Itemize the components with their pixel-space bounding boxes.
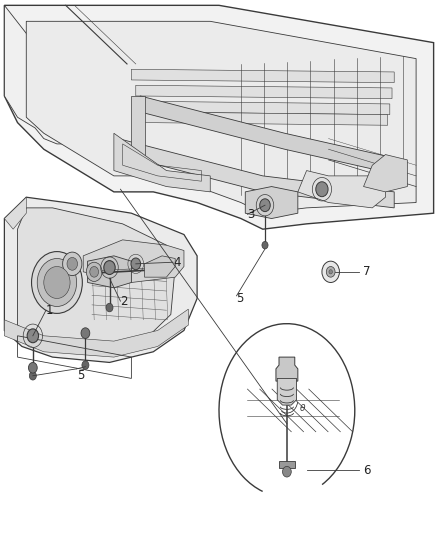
Circle shape xyxy=(322,261,339,282)
Circle shape xyxy=(283,466,291,477)
Polygon shape xyxy=(277,378,297,405)
Circle shape xyxy=(63,252,82,276)
Text: 5: 5 xyxy=(77,369,84,382)
Polygon shape xyxy=(26,21,416,213)
Text: 6: 6 xyxy=(363,464,370,477)
Polygon shape xyxy=(136,85,392,99)
Text: 7: 7 xyxy=(363,265,370,278)
Text: 5: 5 xyxy=(237,292,244,305)
Polygon shape xyxy=(4,197,197,362)
Polygon shape xyxy=(279,461,295,468)
Circle shape xyxy=(67,257,78,270)
Polygon shape xyxy=(364,155,407,192)
Polygon shape xyxy=(88,256,131,288)
Text: 2: 2 xyxy=(120,295,128,308)
Circle shape xyxy=(90,266,99,277)
Circle shape xyxy=(260,199,270,212)
Circle shape xyxy=(262,241,268,249)
Circle shape xyxy=(37,259,77,306)
Circle shape xyxy=(326,266,335,277)
Circle shape xyxy=(86,262,102,281)
Polygon shape xyxy=(4,309,188,357)
Polygon shape xyxy=(140,101,390,115)
Circle shape xyxy=(27,329,39,343)
Circle shape xyxy=(104,261,115,274)
Polygon shape xyxy=(131,69,394,83)
Polygon shape xyxy=(131,96,145,155)
Circle shape xyxy=(131,258,141,270)
Text: 3: 3 xyxy=(247,208,255,221)
Circle shape xyxy=(316,182,328,197)
Polygon shape xyxy=(4,5,434,229)
Circle shape xyxy=(329,270,332,274)
Circle shape xyxy=(28,362,37,373)
Text: 4: 4 xyxy=(173,256,180,269)
Polygon shape xyxy=(114,133,210,192)
Circle shape xyxy=(81,328,90,338)
Polygon shape xyxy=(18,208,175,346)
Polygon shape xyxy=(298,171,385,208)
Circle shape xyxy=(44,266,70,298)
Polygon shape xyxy=(145,112,388,125)
Text: $\theta$: $\theta$ xyxy=(299,402,307,413)
Circle shape xyxy=(32,252,82,313)
Circle shape xyxy=(82,361,89,369)
Polygon shape xyxy=(276,357,298,381)
Circle shape xyxy=(106,303,113,312)
Polygon shape xyxy=(118,139,394,208)
Polygon shape xyxy=(83,240,184,282)
Polygon shape xyxy=(145,256,175,277)
Polygon shape xyxy=(4,5,109,144)
Polygon shape xyxy=(4,197,26,229)
Circle shape xyxy=(29,372,36,380)
Text: 1: 1 xyxy=(46,304,53,317)
Polygon shape xyxy=(245,187,298,219)
Polygon shape xyxy=(140,96,403,176)
